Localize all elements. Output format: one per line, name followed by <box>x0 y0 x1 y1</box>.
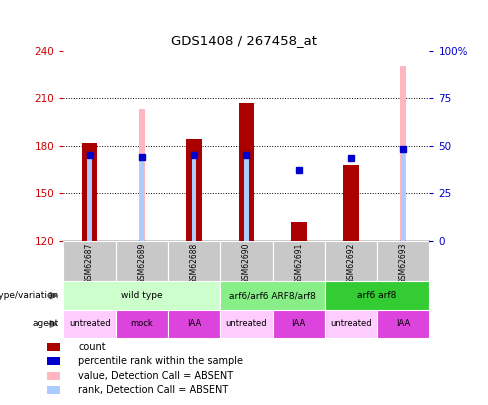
Bar <box>244 155 248 241</box>
Bar <box>63 281 220 310</box>
Bar <box>220 241 273 281</box>
Text: GSM62687: GSM62687 <box>85 243 94 284</box>
Text: untreated: untreated <box>225 320 267 328</box>
Bar <box>168 310 220 338</box>
Text: GDS1408 / 267458_at: GDS1408 / 267458_at <box>171 34 317 47</box>
Text: genotype/variation: genotype/variation <box>0 291 59 300</box>
Text: IAA: IAA <box>187 320 201 328</box>
Text: count: count <box>78 342 106 352</box>
Text: agent: agent <box>32 320 59 328</box>
Bar <box>82 143 98 241</box>
Text: GSM62688: GSM62688 <box>190 243 199 284</box>
Bar <box>116 241 168 281</box>
Bar <box>291 222 306 241</box>
Bar <box>87 155 92 241</box>
Bar <box>377 241 429 281</box>
Bar <box>47 343 60 351</box>
Bar <box>139 109 145 241</box>
Text: GSM62691: GSM62691 <box>294 243 303 284</box>
Bar <box>377 310 429 338</box>
Bar <box>63 241 116 281</box>
Text: value, Detection Call = ABSENT: value, Detection Call = ABSENT <box>78 371 233 381</box>
Bar <box>63 310 116 338</box>
Bar <box>401 149 406 241</box>
Bar <box>140 158 144 241</box>
Text: rank, Detection Call = ABSENT: rank, Detection Call = ABSENT <box>78 385 228 395</box>
Text: GSM62690: GSM62690 <box>242 243 251 284</box>
Bar <box>400 66 407 241</box>
Bar <box>343 165 359 241</box>
Bar <box>220 310 273 338</box>
Bar <box>325 281 429 310</box>
Bar <box>273 241 325 281</box>
Bar <box>186 139 202 241</box>
Text: GSM62689: GSM62689 <box>137 243 146 284</box>
Bar <box>47 372 60 379</box>
Text: IAA: IAA <box>292 320 306 328</box>
Text: percentile rank within the sample: percentile rank within the sample <box>78 356 243 367</box>
Bar <box>47 386 60 394</box>
Text: untreated: untreated <box>330 320 372 328</box>
Text: GSM62692: GSM62692 <box>346 243 356 284</box>
Text: untreated: untreated <box>69 320 110 328</box>
Bar <box>273 310 325 338</box>
Bar <box>325 241 377 281</box>
Text: IAA: IAA <box>396 320 410 328</box>
Text: GSM62693: GSM62693 <box>399 243 408 284</box>
Text: wild type: wild type <box>121 291 163 300</box>
Text: arf6 arf8: arf6 arf8 <box>358 291 397 300</box>
Bar <box>192 155 196 241</box>
Text: mock: mock <box>130 320 153 328</box>
Bar <box>239 103 254 241</box>
Bar <box>47 358 60 365</box>
Bar <box>116 310 168 338</box>
Bar <box>325 310 377 338</box>
Bar <box>220 281 325 310</box>
Bar <box>168 241 220 281</box>
Text: arf6/arf6 ARF8/arf8: arf6/arf6 ARF8/arf8 <box>229 291 316 300</box>
